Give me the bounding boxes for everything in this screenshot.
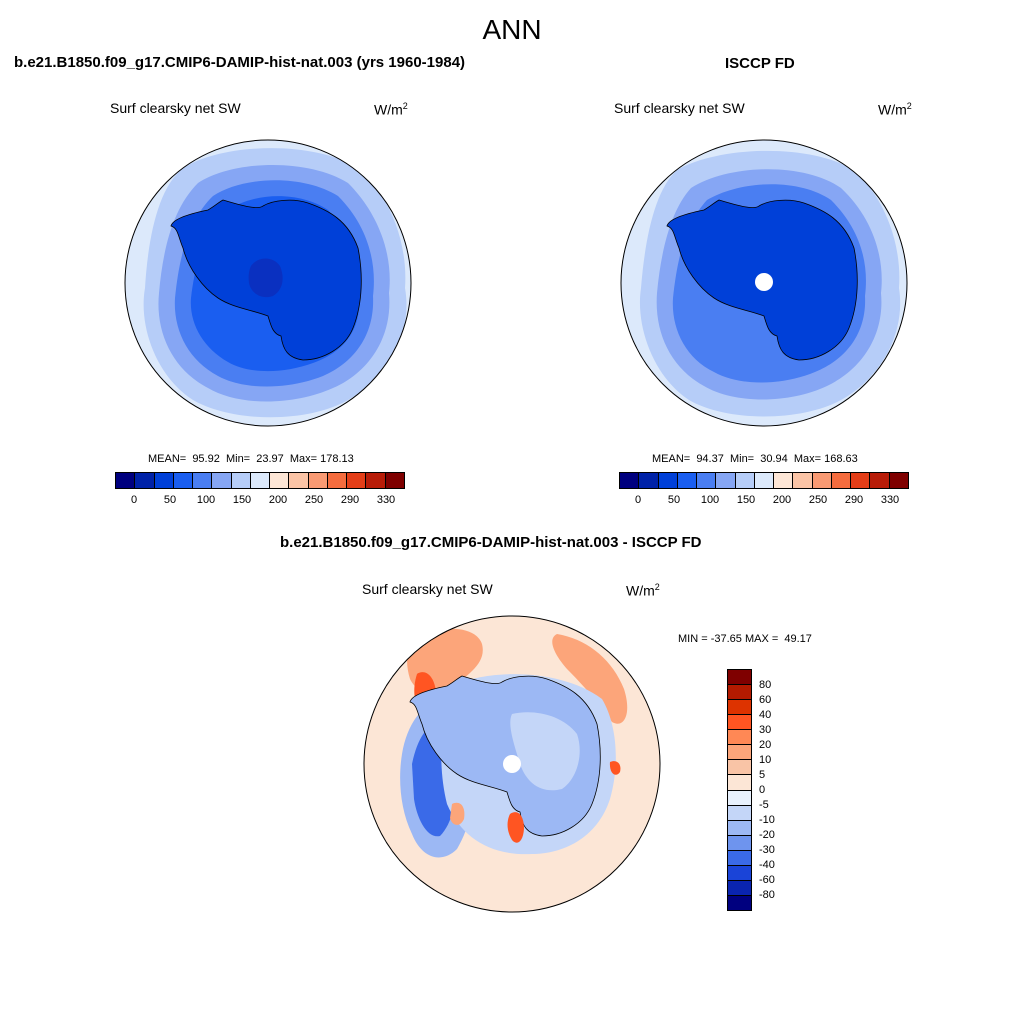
colorbar-box <box>812 473 832 488</box>
model-panel-title: b.e21.B1850.f09_g17.CMIP6-DAMIP-hist-nat… <box>14 54 466 71</box>
colorbar-box <box>728 790 751 806</box>
colorbar-box <box>728 835 751 851</box>
colorbar-box <box>889 473 908 488</box>
colorbar-tick: 60 <box>759 694 772 706</box>
colorbar-box <box>728 805 751 821</box>
model-variable-label: Surf clearsky net SW <box>110 100 241 116</box>
model-stats-text: MEAN= 95.92 Min= 23.97 Max= 178.13 <box>148 453 354 465</box>
colorbar-box <box>728 895 751 910</box>
colorbar-tick: 0 <box>634 494 642 506</box>
colorbar-box <box>289 473 309 488</box>
obs-variable-label: Surf clearsky net SW <box>614 100 745 116</box>
colorbar-tick: 20 <box>759 739 772 751</box>
colorbar-box <box>774 473 794 488</box>
colorbar-box <box>728 880 751 896</box>
colorbar-tick: 0 <box>759 784 766 796</box>
colorbar-box <box>212 473 232 488</box>
obs-colorbar <box>619 472 909 489</box>
colorbar-tick: 100 <box>700 494 720 506</box>
colorbar-box <box>135 473 155 488</box>
colorbar-tick: -20 <box>759 829 775 841</box>
colorbar-tick: 250 <box>808 494 828 506</box>
colorbar-box <box>639 473 659 488</box>
colorbar-box <box>116 473 136 488</box>
obs-panel-title: ISCCP FD <box>725 55 795 72</box>
colorbar-tick: 150 <box>232 494 252 506</box>
colorbar-box <box>250 473 271 488</box>
model-colorbar <box>115 472 405 489</box>
colorbar-tick: -40 <box>759 859 775 871</box>
colorbar-tick: 0 <box>130 494 138 506</box>
colorbar-box <box>173 473 194 488</box>
colorbar-tick: 200 <box>268 494 288 506</box>
colorbar-tick: 100 <box>196 494 216 506</box>
colorbar-box <box>366 473 386 488</box>
colorbar-box <box>231 473 251 488</box>
colorbar-tick: 5 <box>759 769 766 781</box>
colorbar-box <box>728 730 751 746</box>
diff-colorbar <box>727 669 752 911</box>
colorbar-tick: 50 <box>667 494 681 506</box>
colorbar-box <box>728 820 751 836</box>
colorbar-box <box>193 473 213 488</box>
diff-stats-text: MIN = -37.65 MAX = 49.17 <box>678 633 812 645</box>
colorbar-box <box>716 473 736 488</box>
colorbar-tick: 80 <box>759 679 772 691</box>
diff-panel-title: b.e21.B1850.f09_g17.CMIP6-DAMIP-hist-nat… <box>280 534 702 551</box>
model-polar-map <box>124 139 412 427</box>
diff-variable-label: Surf clearsky net SW <box>362 581 493 597</box>
obs-units-label: W/m2 <box>878 101 912 118</box>
colorbar-tick: -30 <box>759 844 775 856</box>
colorbar-box <box>385 473 404 488</box>
colorbar-tick: 290 <box>340 494 360 506</box>
colorbar-box <box>728 685 751 701</box>
diff-polar-map <box>363 615 661 913</box>
colorbar-tick: 250 <box>304 494 324 506</box>
colorbar-tick: 200 <box>772 494 792 506</box>
obs-polar-map <box>620 139 908 427</box>
colorbar-tick: -80 <box>759 889 775 901</box>
colorbar-box <box>620 473 640 488</box>
colorbar-box <box>347 473 367 488</box>
colorbar-tick: 50 <box>163 494 177 506</box>
colorbar-tick: -60 <box>759 874 775 886</box>
colorbar-box <box>728 775 751 791</box>
colorbar-box <box>870 473 890 488</box>
colorbar-tick: 150 <box>736 494 756 506</box>
colorbar-box <box>728 715 751 731</box>
colorbar-box <box>831 473 852 488</box>
colorbar-tick: -5 <box>759 799 769 811</box>
diff-units-label: W/m2 <box>626 582 660 599</box>
colorbar-box <box>327 473 348 488</box>
colorbar-tick: 290 <box>844 494 864 506</box>
colorbar-box <box>677 473 698 488</box>
model-units-label: W/m2 <box>374 101 408 118</box>
colorbar-tick: 330 <box>376 494 396 506</box>
colorbar-box <box>728 865 751 881</box>
colorbar-box <box>754 473 775 488</box>
colorbar-box <box>697 473 717 488</box>
colorbar-box <box>793 473 813 488</box>
season-title: ANN <box>482 14 542 45</box>
colorbar-box <box>851 473 871 488</box>
colorbar-tick: 40 <box>759 709 772 721</box>
colorbar-box <box>728 670 751 686</box>
obs-stats-text: MEAN= 94.37 Min= 30.94 Max= 168.63 <box>652 453 858 465</box>
colorbar-box <box>728 700 751 716</box>
colorbar-box <box>728 745 751 761</box>
colorbar-box <box>728 760 751 776</box>
colorbar-tick: 30 <box>759 724 772 736</box>
colorbar-tick: -10 <box>759 814 775 826</box>
colorbar-box <box>728 850 751 866</box>
colorbar-tick: 10 <box>759 754 772 766</box>
colorbar-box <box>658 473 678 488</box>
colorbar-box <box>735 473 755 488</box>
colorbar-tick: 330 <box>880 494 900 506</box>
colorbar-box <box>154 473 174 488</box>
colorbar-box <box>270 473 290 488</box>
colorbar-box <box>308 473 328 488</box>
